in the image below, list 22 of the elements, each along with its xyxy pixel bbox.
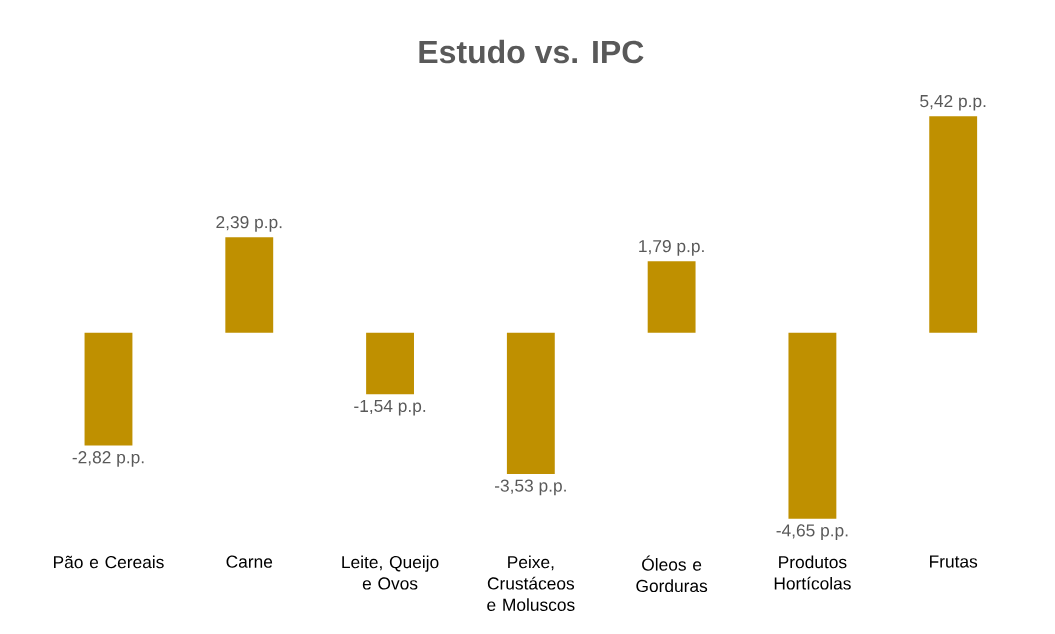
bar — [225, 237, 274, 334]
bar — [84, 333, 133, 446]
x-tick-label: Óleos e Gorduras — [636, 555, 708, 593]
x-tick-label: Pão e Cereais — [54, 555, 164, 569]
x-tick-label: Peixe, Crustáceos e Moluscos — [487, 555, 575, 612]
bar — [929, 116, 978, 334]
bar — [788, 333, 837, 519]
data-label: 1,79 p.p. — [639, 240, 704, 256]
x-tick-label: Frutas — [930, 555, 978, 568]
x-tick-label: Leite, Queijo e Ovos — [342, 555, 439, 590]
x-tick-label: Carne — [226, 555, 273, 569]
data-label: -3,53 p.p. — [494, 479, 566, 496]
x-tick-label: Produtos Hortícolas — [774, 555, 851, 590]
data-label: -4,65 p.p. — [776, 524, 848, 541]
bar — [506, 333, 555, 475]
data-label: 5,42 p.p. — [920, 95, 986, 111]
chart-title: Estudo vs. IPC — [419, 40, 644, 64]
data-label: 2,39 p.p. — [216, 216, 282, 232]
data-label: -2,82 p.p. — [72, 451, 144, 468]
data-label: -1,54 p.p. — [354, 400, 426, 416]
bar — [366, 333, 414, 395]
bar — [647, 261, 696, 334]
